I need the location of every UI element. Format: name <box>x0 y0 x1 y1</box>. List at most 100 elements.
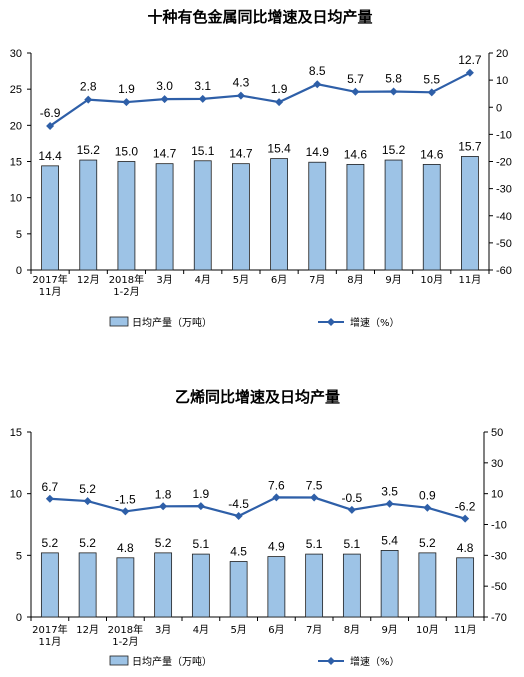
bar <box>117 161 136 271</box>
bar-value-label: 14.4 <box>38 149 62 163</box>
growth-value-label: 5.7 <box>347 72 364 86</box>
bar <box>384 159 403 271</box>
x-tick-label-line: 8月 <box>344 624 360 636</box>
growth-point <box>385 499 394 508</box>
x-tick-label: 7月 <box>309 274 325 286</box>
bar-value-label: 5.2 <box>42 536 59 550</box>
growth-value-label: -0.5 <box>342 491 363 505</box>
y-tick-label-right: 0 <box>496 102 502 114</box>
growth-point <box>310 493 319 502</box>
y-tick-label-right: -10 <box>496 129 512 141</box>
bar <box>78 552 97 618</box>
x-tick-label: 2018年 1-2月 <box>109 273 144 298</box>
x-tick-label-line: 6月 <box>271 274 287 286</box>
growth-value-label: 5.2 <box>79 482 96 496</box>
bar-value-label: 15.4 <box>267 142 291 156</box>
bar-value-label: 15.0 <box>115 145 139 159</box>
bar-value-label: 15.7 <box>458 139 482 153</box>
x-tick-label-line: 1-2月 <box>113 286 139 298</box>
x-tick-label: 11月 <box>454 624 477 636</box>
bar-value-label: 14.6 <box>344 147 368 161</box>
growth-value-label: -1.5 <box>115 492 136 506</box>
bar-value-label: 14.9 <box>306 145 330 159</box>
bar-value-label: 5.1 <box>306 537 323 551</box>
x-tick-label-line: 2018年 <box>108 623 143 636</box>
legend-line-marker <box>327 318 335 326</box>
y-tick-label-right: -20 <box>496 157 512 169</box>
bar <box>380 550 399 618</box>
bar <box>116 557 135 618</box>
growth-value-label: 5.5 <box>423 72 440 86</box>
y-tick-label-right: 30 <box>491 458 503 470</box>
growth-value-label: 8.5 <box>309 64 326 78</box>
growth-value-label: 12.7 <box>458 53 482 67</box>
growth-point <box>275 98 284 107</box>
growth-point <box>236 91 245 100</box>
bar <box>229 561 248 618</box>
x-tick-label: 3月 <box>155 624 171 636</box>
x-tick-label: 4月 <box>193 624 209 636</box>
growth-point <box>84 95 93 104</box>
bar <box>308 161 327 271</box>
legend-bar-label: 日均产量（万吨） <box>132 316 212 329</box>
bar <box>456 557 475 618</box>
bar-value-label: 15.1 <box>191 144 215 158</box>
bar-value-label: 5.1 <box>193 537 210 551</box>
bar <box>418 552 437 618</box>
bar <box>79 159 98 271</box>
x-tick-label-line: 3月 <box>155 624 171 636</box>
ethylene-chart: 乙烯同比增速及日均产量 0 5 10 15 -70 -50 -30 -10 10 30 50 2017年… <box>10 388 507 668</box>
bar-value-label: 4.8 <box>457 541 474 555</box>
y-tick-label-left: 5 <box>16 550 22 562</box>
bar-value-label: 15.2 <box>382 143 406 157</box>
growth-point <box>196 502 205 511</box>
x-tick-label-line: 12月 <box>77 274 100 286</box>
chart-title: 乙烯同比增速及日均产量 <box>175 388 340 406</box>
legend-bar-swatch <box>109 316 129 327</box>
x-tick-label-line: 10月 <box>416 624 439 636</box>
y-tick-label-right: -60 <box>496 265 512 277</box>
growth-point <box>159 502 168 511</box>
bar <box>155 163 174 271</box>
bar <box>270 158 288 271</box>
legend-bar-label: 日均产量（万吨） <box>132 655 212 668</box>
x-tick-label: 2017年 11月 <box>32 623 67 648</box>
growth-value-label: 1.8 <box>155 487 172 501</box>
x-tick-label: 9月 <box>381 624 397 636</box>
x-tick-label-line: 7月 <box>306 624 322 636</box>
growth-point <box>122 98 131 107</box>
bar-value-label: 5.2 <box>419 536 436 550</box>
y-tick-label-left: 30 <box>10 48 22 60</box>
y-tick-label-right: -30 <box>491 550 507 562</box>
growth-value-label: 7.6 <box>268 478 285 492</box>
growth-value-label: -6.2 <box>455 500 476 514</box>
growth-value-label: 3.0 <box>156 79 173 93</box>
x-tick-label: 12月 <box>76 624 99 636</box>
x-tick-label-line: 10月 <box>420 274 443 286</box>
y-tick-label-left: 0 <box>16 265 22 277</box>
y-tick-label-right: 50 <box>491 427 503 439</box>
bar <box>461 156 479 271</box>
growth-value-label: 5.8 <box>385 72 402 86</box>
bar-value-label: 5.1 <box>344 537 361 551</box>
growth-value-label: 1.9 <box>193 487 210 501</box>
growth-point <box>234 512 243 521</box>
bar <box>193 160 212 271</box>
legend-line-label: 增速（%） <box>350 316 400 329</box>
bar-value-label: 4.8 <box>117 541 134 555</box>
x-tick-label: 11月 <box>459 274 482 286</box>
x-tick-label: 7月 <box>306 624 322 636</box>
x-tick-label-line: 5月 <box>233 274 249 286</box>
x-tick-label-line: 2018年 <box>109 273 144 286</box>
nonferrous-metals-chart: 十种有色金属同比增速及日均产量 0 5 10 15 20 25 30 -60 -50 -40 -30 -… <box>10 8 512 329</box>
x-tick-label-line: 6月 <box>268 624 284 636</box>
x-tick-label-line: 4月 <box>195 274 211 286</box>
y-tick-label-left: 0 <box>16 612 22 624</box>
y-tick-label-left: 10 <box>10 193 22 205</box>
x-tick-label: 8月 <box>344 624 360 636</box>
growth-line <box>49 71 471 127</box>
growth-point <box>198 94 207 103</box>
y-tick-label-right: -30 <box>496 184 512 196</box>
growth-point <box>45 494 54 503</box>
